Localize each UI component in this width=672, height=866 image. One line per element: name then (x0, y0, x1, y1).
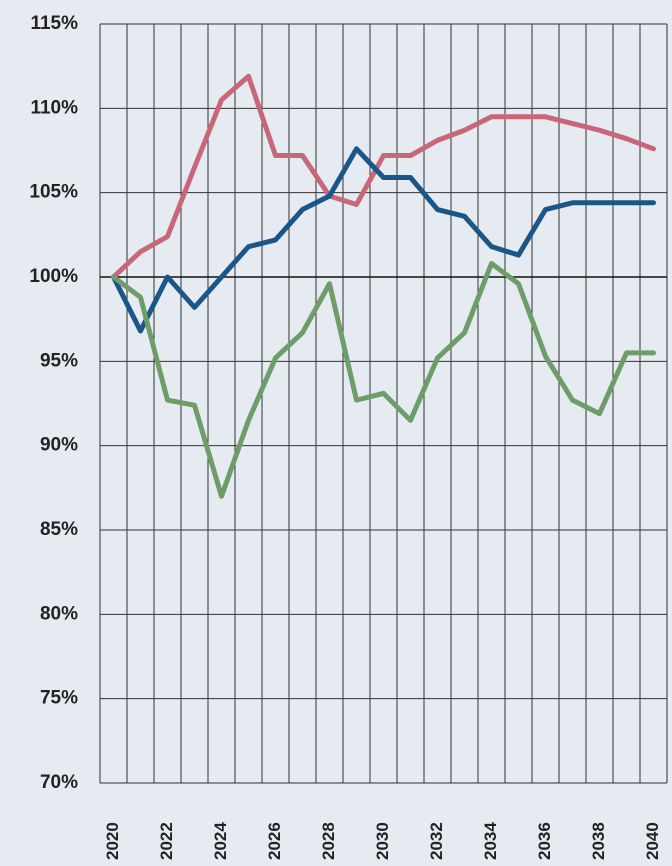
x-tick-label: 2020 (103, 822, 122, 860)
y-tick-label: 115% (30, 13, 78, 34)
y-tick-label: 70% (40, 772, 78, 793)
y-tick-label: 105% (29, 182, 78, 203)
x-tick-label: 2034 (481, 822, 500, 860)
y-tick-label: 75% (40, 688, 78, 709)
line-series (111, 73, 656, 280)
x-tick-label: 2026 (265, 822, 284, 860)
x-tick-label: 2028 (319, 822, 338, 860)
y-tick-label: 100% (29, 266, 78, 287)
x-tick-label: 2030 (373, 822, 392, 860)
x-tick-label: 2032 (427, 822, 446, 860)
line-series (111, 146, 656, 334)
x-tick-label: 2040 (643, 822, 662, 860)
y-tick-label: 95% (40, 350, 78, 371)
x-tick-label: 2022 (157, 822, 176, 860)
x-tick-label: 2038 (589, 822, 608, 860)
line-series (111, 261, 656, 499)
x-tick-label: 2036 (535, 822, 554, 860)
y-tick-label: 90% (40, 435, 78, 456)
x-tick-label: 2024 (211, 822, 230, 860)
y-tick-label: 80% (40, 603, 78, 624)
y-tick-label: 110% (30, 97, 78, 118)
y-tick-label: 85% (40, 519, 78, 540)
